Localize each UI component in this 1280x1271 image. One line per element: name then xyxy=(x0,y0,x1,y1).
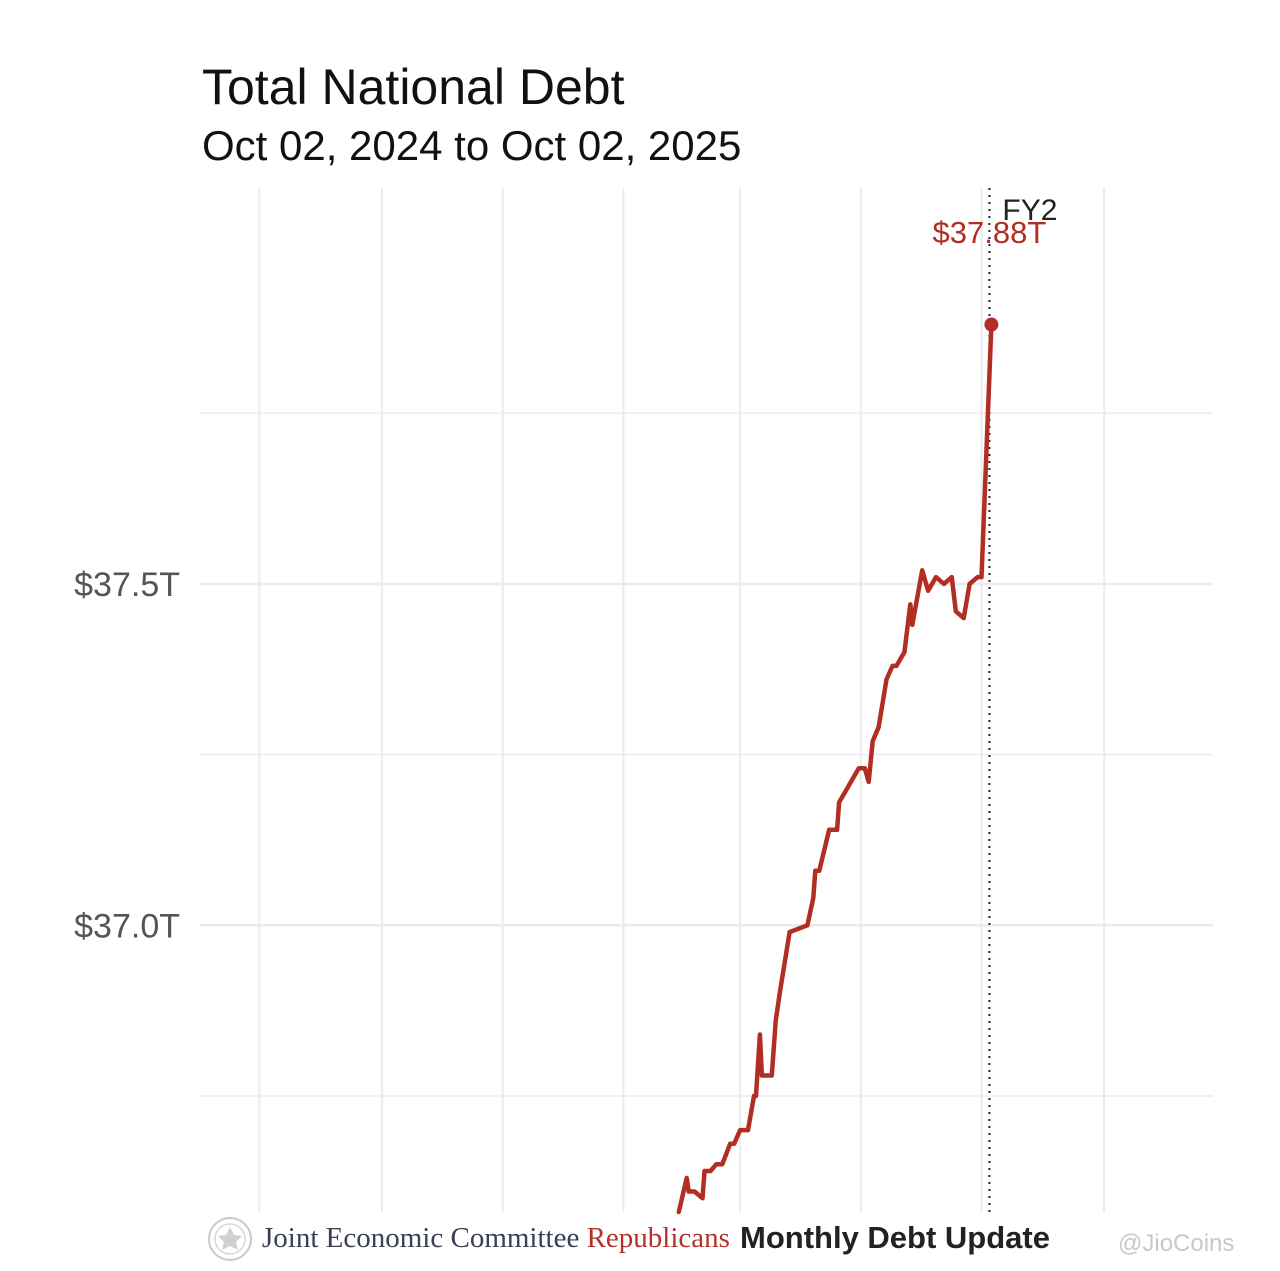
latest-value-point xyxy=(984,317,999,332)
debt-series-line xyxy=(676,322,994,1215)
y-tick-label: $37.0T xyxy=(74,907,180,945)
y-tick-label: $37.5T xyxy=(74,566,180,604)
chart-subtitle: Oct 02, 2024 to Oct 02, 2025 xyxy=(202,122,742,169)
latest-value-label: $37.88T xyxy=(933,215,1047,250)
committee-name: Joint Economic Committee Republicans xyxy=(262,1222,730,1255)
committee-name-party: Republicans xyxy=(586,1222,730,1254)
series-group xyxy=(676,317,999,1215)
vertical-gridlines xyxy=(258,188,1106,1212)
series-title: Monthly Debt Update xyxy=(740,1220,1050,1255)
horizontal-gridlines xyxy=(200,412,1213,1097)
committee-name-main: Joint Economic Committee xyxy=(262,1222,580,1254)
chart-title: Total National Debt xyxy=(202,59,625,115)
annotations: FY2$37.88T xyxy=(933,188,1057,1212)
y-axis-tick-labels: $37.0T $37.5T xyxy=(74,566,180,945)
watermark: @JioCoins xyxy=(1118,1230,1235,1257)
fiscal-year-marker-label: FY2 xyxy=(1002,194,1057,227)
committee-seal-icon xyxy=(208,1217,252,1261)
